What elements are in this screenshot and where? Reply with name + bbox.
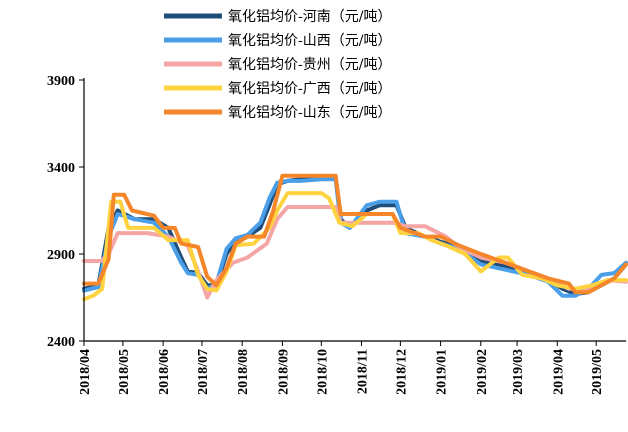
legend-label: 氧化铝均价-山西（元/吨）	[228, 33, 391, 49]
x-tick-label: 2018/10	[315, 349, 330, 395]
series-line-4	[82, 191, 628, 302]
x-tick-label: 2019/05	[590, 349, 605, 395]
series-line-5	[82, 173, 628, 295]
plot-area	[82, 173, 628, 302]
x-tick-label: 2018/04	[78, 349, 93, 395]
x-tick-label: 2019/03	[511, 349, 526, 395]
x-tick-label: 2018/08	[236, 349, 251, 395]
chart-legend: 氧化铝均价-河南（元/吨） 氧化铝均价-山西（元/吨） 氧化铝均价-贵州（元/吨） 氧…	[164, 9, 391, 121]
x-tick-label: 2019/04	[551, 349, 566, 395]
y-tick-label: 3400	[47, 161, 75, 176]
y-tick-label: 2900	[47, 248, 75, 263]
x-tick-label: 2019/01	[435, 349, 450, 395]
x-tick-label: 2018/06	[157, 349, 172, 395]
x-tick-label: 2018/12	[394, 349, 409, 395]
x-tick-label: 2019/02	[475, 349, 490, 395]
y-tick-label: 3900	[47, 74, 75, 89]
legend-label: 氧化铝均价-广西（元/吨）	[228, 81, 391, 97]
x-tick-label: 2018/05	[117, 349, 132, 395]
x-tick-label: 2018/11	[355, 349, 370, 394]
x-tick-label: 2018/09	[276, 349, 291, 395]
legend-label: 氧化铝均价-贵州（元/吨）	[228, 57, 391, 73]
y-tick-label: 2400	[47, 335, 75, 350]
x-tick-label: 2018/07	[196, 349, 211, 395]
legend-label: 氧化铝均价-山东（元/吨）	[228, 105, 391, 121]
axes: 2400 2900 3400 3900 2018/04 2018/05 2018/06 201…	[47, 74, 626, 395]
legend-label: 氧化铝均价-河南（元/吨）	[228, 9, 391, 25]
